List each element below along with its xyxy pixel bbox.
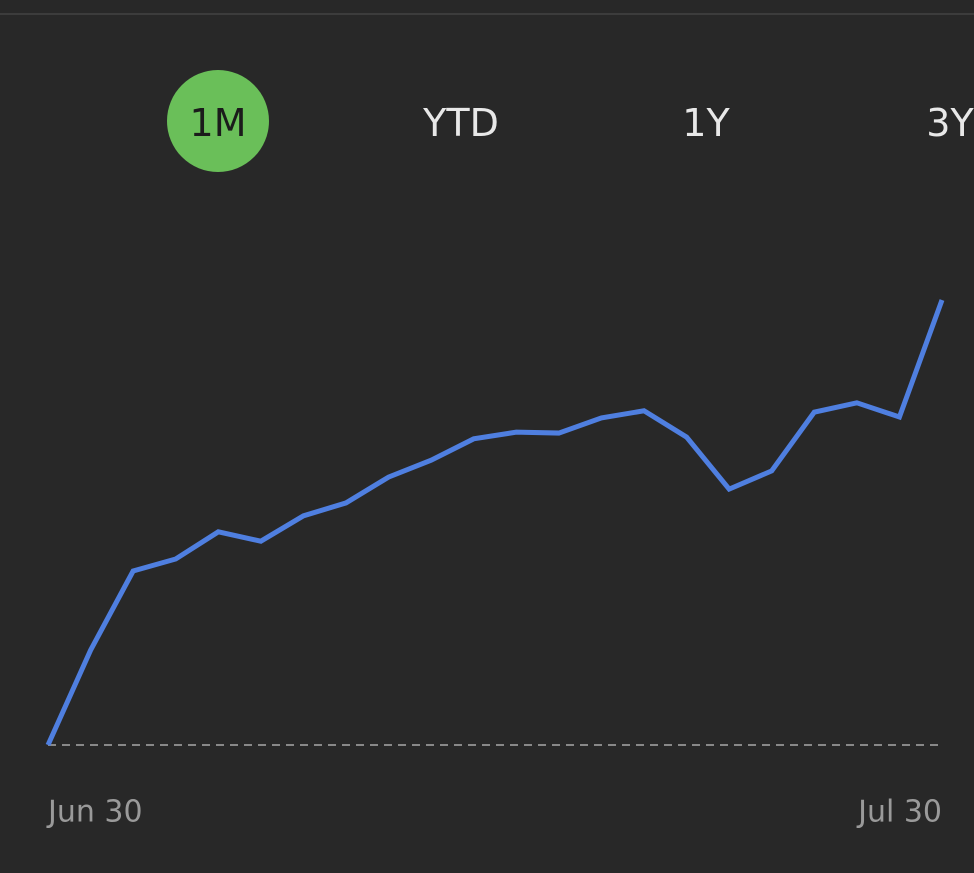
tab[interactable]: 1Y bbox=[682, 101, 730, 145]
tab-selected-bg bbox=[167, 70, 269, 172]
tab[interactable]: YTD bbox=[422, 101, 499, 145]
price-line bbox=[45, 299, 945, 747]
tab[interactable]: 1M bbox=[190, 101, 247, 145]
tab[interactable]: 3Y bbox=[926, 101, 974, 145]
x-label: Jul 30 bbox=[856, 795, 942, 830]
x-label: Jun 30 bbox=[46, 795, 143, 830]
